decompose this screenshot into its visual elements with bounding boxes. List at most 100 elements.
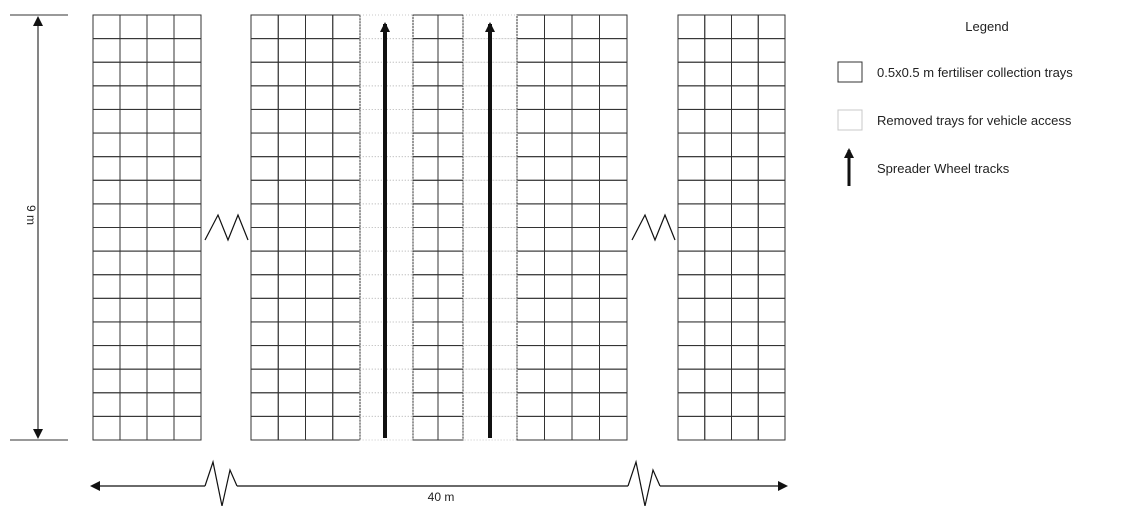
tray-cell bbox=[412, 227, 439, 252]
tray-cell bbox=[173, 368, 202, 394]
tray-cell bbox=[332, 61, 361, 87]
tray-cell bbox=[437, 38, 464, 63]
break-symbols bbox=[204, 213, 676, 242]
tray-cell bbox=[757, 321, 786, 347]
tray-cell bbox=[437, 345, 464, 370]
tray-cell bbox=[757, 345, 786, 370]
tray-cell bbox=[677, 156, 706, 181]
tray-cell bbox=[119, 179, 148, 205]
tray-cell bbox=[92, 156, 121, 181]
tray-cell bbox=[119, 156, 148, 181]
tray-cell bbox=[516, 250, 545, 276]
tray-cell bbox=[250, 38, 279, 63]
tray-cell bbox=[704, 132, 732, 158]
tray-cell bbox=[119, 368, 148, 394]
tray-cell bbox=[677, 274, 706, 299]
tray-cell bbox=[571, 250, 600, 276]
tray-cell bbox=[731, 368, 759, 394]
tray-cell bbox=[677, 368, 706, 394]
tray-cell bbox=[146, 415, 175, 441]
removed-tray-cell bbox=[359, 132, 414, 158]
tray-cell bbox=[731, 203, 759, 228]
tray-cell bbox=[757, 250, 786, 276]
tray-cell bbox=[173, 156, 202, 181]
tray-cell bbox=[731, 61, 759, 87]
tray-cell bbox=[277, 132, 306, 158]
tray-cell bbox=[599, 132, 628, 158]
tray-square-icon bbox=[837, 61, 863, 83]
tray-cell bbox=[305, 345, 334, 370]
tray-cell bbox=[332, 297, 361, 323]
removed-tray-cell bbox=[359, 156, 414, 181]
tray-cell bbox=[757, 227, 786, 252]
tray-cell bbox=[677, 61, 706, 87]
tray-cell bbox=[412, 61, 439, 87]
tray-cell bbox=[92, 108, 121, 134]
tray-cell bbox=[704, 227, 732, 252]
tray-cell bbox=[731, 38, 759, 63]
tray-cell bbox=[544, 38, 573, 63]
tray-cell bbox=[437, 14, 464, 40]
tray-cell bbox=[437, 203, 464, 228]
width-dimension bbox=[90, 459, 788, 506]
tray-cell bbox=[92, 392, 121, 417]
tray-cell bbox=[757, 368, 786, 394]
tray-cell bbox=[437, 250, 464, 276]
tray-cell bbox=[704, 345, 732, 370]
tray-cell bbox=[757, 274, 786, 299]
tray-cell bbox=[704, 108, 732, 134]
tray-cell bbox=[92, 415, 121, 441]
tray-cell bbox=[704, 297, 732, 323]
tray-cell bbox=[173, 108, 202, 134]
tray-cell bbox=[704, 14, 732, 40]
tray-cell bbox=[516, 321, 545, 347]
tray-cell bbox=[119, 321, 148, 347]
tray-cell bbox=[757, 38, 786, 63]
tray-cell bbox=[92, 297, 121, 323]
tray-cell bbox=[516, 274, 545, 299]
tray-cell bbox=[516, 203, 545, 228]
tray-cell bbox=[332, 203, 361, 228]
tray-cell bbox=[173, 345, 202, 370]
tray-cell bbox=[119, 14, 148, 40]
tray-cell bbox=[757, 179, 786, 205]
tray-cell bbox=[146, 14, 175, 40]
tray-cell bbox=[516, 415, 545, 441]
tray-cell bbox=[437, 297, 464, 323]
tray-cell bbox=[677, 108, 706, 134]
tray-cell bbox=[146, 297, 175, 323]
tray-cell bbox=[332, 14, 361, 40]
tray-cell bbox=[92, 38, 121, 63]
tray-cell bbox=[599, 108, 628, 134]
tray-cell bbox=[677, 14, 706, 40]
tray-cell bbox=[173, 321, 202, 347]
tray-cell bbox=[704, 38, 732, 63]
tray-cell bbox=[277, 392, 306, 417]
removed-tray-cell bbox=[359, 392, 414, 417]
tray-cell bbox=[305, 415, 334, 441]
removed-tray-square-icon bbox=[837, 109, 863, 131]
tray-cell bbox=[250, 132, 279, 158]
tray-cell bbox=[412, 392, 439, 417]
tray-cell bbox=[757, 61, 786, 87]
tray-cell bbox=[731, 85, 759, 110]
tray-cell bbox=[305, 274, 334, 299]
tray-cell bbox=[544, 227, 573, 252]
tray-cell bbox=[332, 132, 361, 158]
tray-cell bbox=[677, 38, 706, 63]
tray-cell bbox=[332, 85, 361, 110]
tray-cell bbox=[437, 61, 464, 87]
height-dimension: 9 m bbox=[10, 14, 68, 441]
tray-cell bbox=[332, 108, 361, 134]
tray-cell bbox=[544, 61, 573, 87]
tray-cell bbox=[412, 179, 439, 205]
tray-cell bbox=[173, 132, 202, 158]
tray-cell bbox=[571, 14, 600, 40]
tray-cell bbox=[571, 203, 600, 228]
tray-cell bbox=[173, 250, 202, 276]
tray-cell bbox=[146, 274, 175, 299]
tray-cell bbox=[571, 61, 600, 87]
tray-cell bbox=[305, 321, 334, 347]
tray-cell bbox=[757, 415, 786, 441]
tray-cell bbox=[412, 85, 439, 110]
